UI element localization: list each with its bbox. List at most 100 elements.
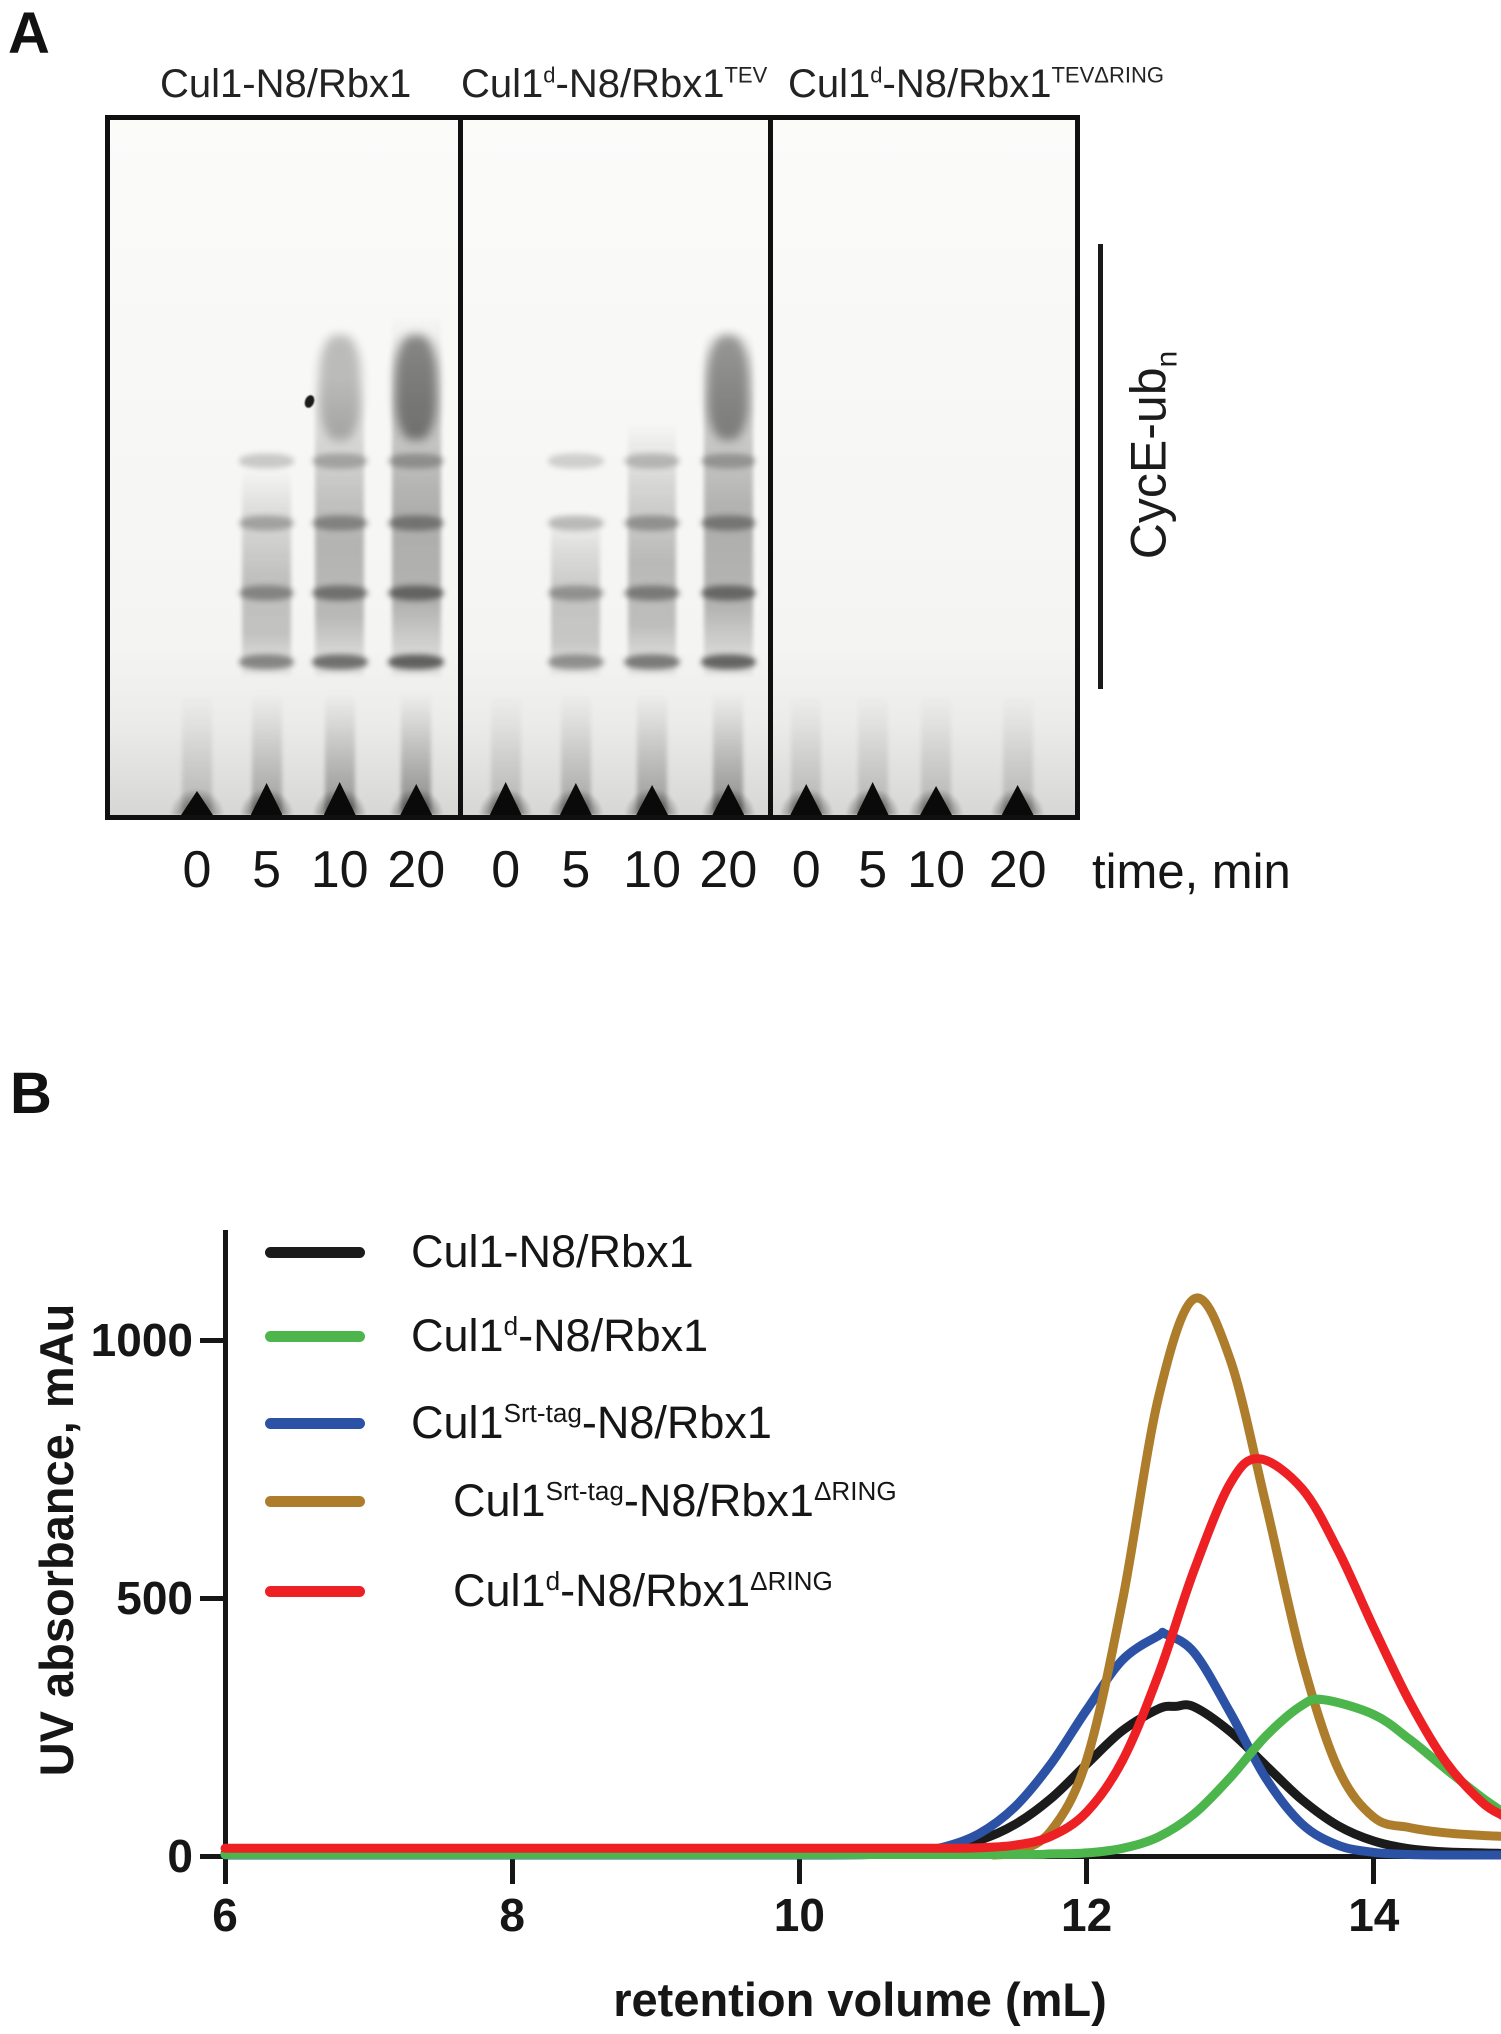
gel-lane	[387, 120, 445, 815]
gel-band	[548, 585, 604, 601]
legend-swatch	[265, 1246, 365, 1258]
x-tick-label: 14	[1348, 1889, 1400, 1941]
time-label: 20	[387, 841, 446, 899]
legend-row: Cul1-N8/Rbx1	[265, 1226, 694, 1278]
gel-lane	[844, 120, 902, 815]
gel-band	[548, 654, 604, 670]
gel-band	[388, 585, 445, 601]
x-tick	[1084, 1857, 1090, 1884]
series-curve-Cul1d-N8/Rbx1	[220, 1694, 1501, 1860]
gel-group-label-2: Cul1d-N8/Rbx1TEV	[461, 62, 768, 106]
gel-band	[388, 453, 445, 469]
time-label: 20	[699, 841, 758, 899]
gel-panel-2	[463, 120, 768, 815]
gel-divider-2	[768, 120, 773, 815]
gel-band	[311, 515, 368, 531]
gel-band	[548, 515, 604, 531]
gel-band	[700, 453, 757, 469]
gel-band	[238, 585, 295, 601]
series-curve-Cul1d-N8/Rbx1ΔRING	[220, 1454, 1501, 1853]
x-tick	[796, 1857, 802, 1884]
gel-band	[311, 453, 368, 469]
gel-lane	[547, 120, 605, 815]
y-tick	[200, 1595, 224, 1601]
gel-dark-smear	[318, 335, 361, 440]
gel-lane	[907, 120, 965, 815]
time-label: 5	[561, 841, 591, 899]
gel-band	[238, 654, 295, 670]
gel-band	[388, 654, 445, 670]
y-tick-label: 500	[116, 1572, 193, 1624]
gel-smear	[551, 513, 601, 676]
y-tick	[200, 1853, 224, 1859]
y-axis-line	[223, 1230, 228, 1859]
gel-lane	[699, 120, 757, 815]
gel-smear	[703, 329, 753, 676]
gel-band	[624, 453, 680, 469]
panel-b-letter: B	[10, 1061, 52, 1126]
y-tick	[200, 1337, 224, 1343]
gel-band	[388, 515, 445, 531]
legend-label: Cul1Srt-tag-N8/Rbx1	[411, 1397, 772, 1448]
x-tick-label: 6	[212, 1889, 238, 1941]
time-axis-label: time, min	[1092, 845, 1291, 899]
gel-lane	[777, 120, 835, 815]
gel-band	[311, 585, 368, 601]
gel-bottom-haze	[110, 648, 458, 815]
time-label: 10	[907, 841, 965, 899]
time-label: 0	[791, 841, 821, 899]
series-curve-Cul1Srt-tag-N8/Rbx1ΔRING	[988, 1293, 1501, 1860]
legend-label: Cul1d-N8/Rbx1ΔRING	[453, 1565, 833, 1616]
time-label: 0	[491, 841, 521, 899]
time-label: 10	[310, 841, 369, 899]
gel-band	[238, 453, 295, 469]
gel-smear	[315, 375, 365, 676]
legend-row: Cul1d-N8/Rbx1ΔRING	[265, 1565, 833, 1617]
gel-divider-1	[458, 120, 463, 815]
gel-group-label-1: Cul1-N8/Rbx1	[160, 62, 412, 106]
gel-lane	[623, 120, 681, 815]
legend-swatch	[265, 1330, 365, 1342]
chromatogram-chart: 0 500 1000 6 8 10 12 14 UV absorbance, mAu ret…	[0, 950, 1501, 2034]
gel-box	[105, 115, 1080, 820]
y-tick-label: 0	[167, 1830, 193, 1882]
gel-lane	[238, 120, 296, 815]
legend-row: Cul1d-N8/Rbx1	[265, 1310, 708, 1362]
legend-row: Cul1Srt-tag-N8/Rbx1	[265, 1397, 772, 1449]
x-axis-title: retention volume (mL)	[613, 1973, 1107, 2026]
legend-swatch	[265, 1417, 365, 1429]
gel-band	[700, 515, 757, 531]
x-tick	[1371, 1857, 1377, 1884]
panel-a-letter: A	[8, 1, 50, 66]
gel-bottom-haze	[463, 648, 768, 815]
legend-swatch	[265, 1585, 365, 1597]
x-tick-label: 8	[499, 1889, 525, 1941]
gel-lane	[477, 120, 535, 815]
chromatogram-curves	[220, 1293, 1501, 1860]
x-tick-label: 10	[773, 1889, 825, 1941]
y-tick-label: 1000	[90, 1314, 193, 1366]
gel-band	[548, 453, 604, 469]
gel-lane	[989, 120, 1047, 815]
gel-band	[624, 585, 680, 601]
gel-smear	[242, 467, 291, 676]
x-tick-label: 12	[1061, 1889, 1113, 1941]
legend-swatch	[265, 1495, 365, 1507]
series-curve-Cul1Srt-tag-N8/Rbx1	[220, 1627, 1501, 1860]
time-label: 5	[858, 841, 888, 899]
legend-label: Cul1d-N8/Rbx1	[411, 1310, 709, 1361]
gel-band	[700, 654, 757, 670]
gel-band	[624, 515, 680, 531]
legend-label: Cul1Srt-tag-N8/Rbx1ΔRING	[453, 1475, 897, 1526]
gel-dark-smear	[707, 335, 750, 440]
gel-group-label-3: Cul1d-N8/Rbx1TEVΔRING	[788, 62, 1164, 106]
time-row: 0 5 10 20 0 5 10 20 0 5 10 20	[105, 840, 1080, 900]
time-label: 0	[182, 841, 212, 899]
time-label: 20	[988, 841, 1047, 899]
gel-smear	[627, 421, 677, 676]
cyce-ub-bracket	[1098, 244, 1103, 689]
gel-band	[238, 515, 295, 531]
gel-dark-smear	[395, 335, 438, 440]
time-label: 5	[252, 841, 282, 899]
gel-band	[700, 585, 757, 601]
